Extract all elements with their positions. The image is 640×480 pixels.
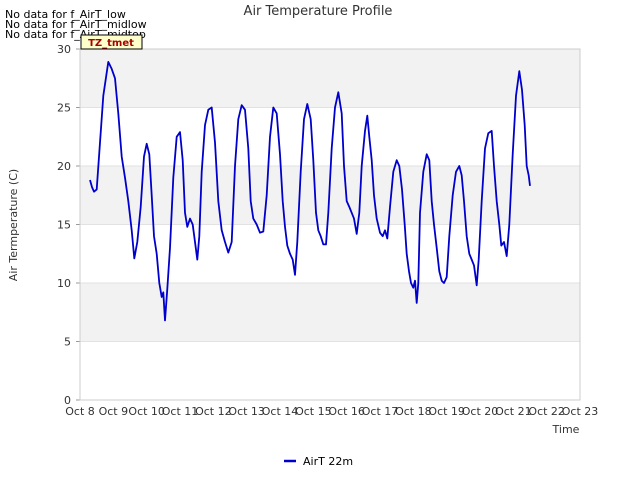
x-tick-label: Oct 9 [99, 405, 129, 418]
background-band [80, 283, 580, 342]
y-tick-label: 30 [57, 43, 71, 56]
x-tick-label: Oct 14 [262, 405, 299, 418]
x-tick-label: Oct 11 [162, 405, 199, 418]
x-tick-label: Oct 8 [65, 405, 95, 418]
x-axis-label: Time [552, 423, 580, 436]
chart-title: Air Temperature Profile [244, 4, 393, 19]
series-line-airt-22m [89, 61, 531, 322]
y-tick-label: 5 [64, 336, 71, 349]
x-tick-label: Oct 12 [195, 405, 232, 418]
x-tick-label: Oct 18 [395, 405, 432, 418]
x-tick-label: Oct 10 [128, 405, 165, 418]
y-tick-label: 25 [57, 102, 71, 115]
y-tick-label: 10 [57, 277, 71, 290]
x-tick-label: Oct 16 [328, 405, 365, 418]
x-tick-label: Oct 21 [495, 405, 532, 418]
legend-label: AirT 22m [303, 455, 353, 468]
x-tick-label: Oct 19 [428, 405, 465, 418]
x-tick-label: Oct 22 [528, 405, 565, 418]
tz-label: TZ_tmet [88, 38, 134, 49]
x-tick-label: Oct 15 [295, 405, 332, 418]
y-tick-label: 0 [64, 394, 71, 407]
plot-frame [79, 48, 581, 401]
x-tick-label: Oct 17 [362, 405, 399, 418]
background-band [80, 49, 580, 108]
x-tick-label: Oct 23 [562, 405, 599, 418]
y-axis-label: Air Termperature (C) [7, 169, 20, 281]
y-tick-label: 20 [57, 160, 71, 173]
x-tick-label: Oct 13 [228, 405, 265, 418]
x-tick-label: Oct 20 [462, 405, 499, 418]
no-data-message-low: No data for f_AirT_low [5, 8, 126, 21]
no-data-message-midlow: No data for f_AirT_midlow [5, 18, 147, 31]
y-tick-label: 15 [57, 219, 71, 232]
tz-badge [80, 34, 143, 50]
